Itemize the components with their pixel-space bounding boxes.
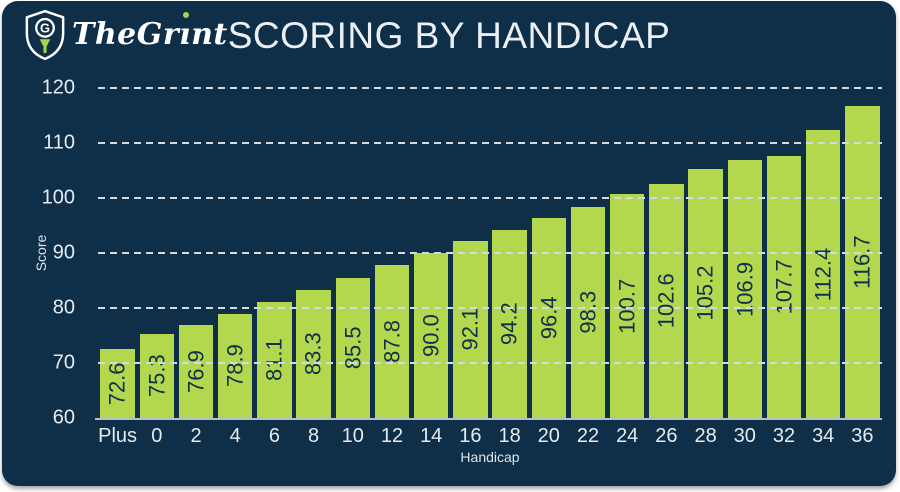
bar-6: 81.1 [257,301,292,418]
bar-value-label: 112.4 [810,247,836,301]
bar-30: 106.9 [727,160,763,418]
gridline-70 [98,362,882,364]
x-tick-label-18: 18 [498,425,521,447]
bar-Plus: 72.6 [100,348,135,418]
brand-name: TheGrı nt [72,9,228,61]
bar-20: 96.4 [531,217,567,418]
x-tick-label-4: 4 [229,425,241,447]
svg-text:G: G [40,21,50,36]
x-tick-label-28: 28 [694,425,717,447]
logo-letter-i: ı [179,9,191,61]
bar-value-label: 102.6 [653,273,679,329]
bar-value-label: 107.7 [771,259,796,315]
bar-value-label: 105.2 [692,266,718,322]
x-tick-label-2: 2 [190,425,202,447]
bar-28: 105.2 [688,169,723,418]
gridline-110 [98,142,882,144]
x-tick-label-32: 32 [772,425,796,447]
x-tick-label-Plus: Plus [98,425,138,447]
gridline-80 [98,307,882,309]
chart-card: G TheGrı nt SCORING BY HANDICAP 72.6 75.3 7… [2,1,896,486]
bar-26: 102.6 [649,183,684,418]
chart-title: SCORING BY HANDICAP [227,15,671,56]
x-tick-label-6: 6 [268,425,280,447]
x-axis-title: Handicap [460,449,520,465]
y-tick-label-60: 60 [52,406,75,429]
bar-16: 92.1 [453,241,488,418]
bar-value-label: 75.3 [143,354,169,398]
y-tick-label-70: 70 [52,351,75,374]
gridline-100 [98,197,882,199]
y-tick-label-90: 90 [52,241,75,264]
bar-8: 83.3 [296,289,331,418]
gridline-120 [98,87,882,89]
y-tick-label-110: 110 [43,131,75,154]
bar-24: 100.7 [609,194,645,418]
bar-value-label: 72.6 [104,361,130,405]
bar-value-label: 81.1 [261,338,287,382]
x-tick-label-10: 10 [341,425,364,447]
x-tick-label-20: 20 [537,425,560,447]
bar-value-label: 116.7 [849,235,875,289]
shield-golf-tee-icon: G [25,9,65,61]
bar-value-label: 90.0 [418,314,444,357]
x-axis-line [95,418,882,420]
x-tick-label-8: 8 [308,425,320,447]
gridline-90 [98,252,882,254]
bar-34: 112.4 [805,129,841,418]
y-tick-label-80: 80 [52,296,75,319]
bar-4: 78.9 [217,314,253,418]
x-tick-label-14: 14 [420,425,443,447]
bar-value-label: 96.4 [535,296,561,340]
bar-value-label: 92.1 [457,308,483,352]
x-tick-label-12: 12 [380,425,404,447]
x-tick-label-36: 36 [851,425,874,447]
bar-value-label: 76.9 [183,350,208,393]
bar-value-label: 94.2 [496,302,522,346]
bar-32: 107.7 [766,155,802,418]
bar-value-label: 87.8 [379,320,404,363]
bar-value-label: 78.9 [222,344,248,388]
bar-14: 90.0 [413,253,449,418]
x-tick-label-34: 34 [812,425,835,447]
x-tick-label-22: 22 [576,425,600,447]
logo-i-dot [183,12,190,18]
bar-value-label: 85.5 [339,326,365,370]
bar-12: 87.8 [374,265,410,418]
bar-10: 85.5 [335,277,371,418]
y-axis-title: Score [33,234,49,272]
bar-18: 94.2 [492,229,527,418]
bar-36: 116.7 [845,106,880,418]
y-tick-label-120: 120 [41,76,75,99]
bar-value-label: 98.3 [575,291,600,335]
x-tick-label-26: 26 [655,425,678,447]
bar-value-label: 83.3 [300,332,326,376]
x-tick-label-16: 16 [459,425,482,447]
x-tick-label-24: 24 [616,425,639,447]
x-tick-label-0: 0 [151,425,163,447]
y-tick-label-100: 100 [41,186,75,209]
x-tick-label-30: 30 [733,425,756,447]
bar-2: 76.9 [178,325,214,418]
brand-logo: G TheGrı nt [24,9,228,61]
bar-22: 98.3 [570,207,606,418]
bar-0: 75.3 [139,333,175,418]
plot-area: 72.6 75.3 76.9 78.9 81.1 83.3 85.5 87.8 90.0 92.1… [98,87,882,418]
